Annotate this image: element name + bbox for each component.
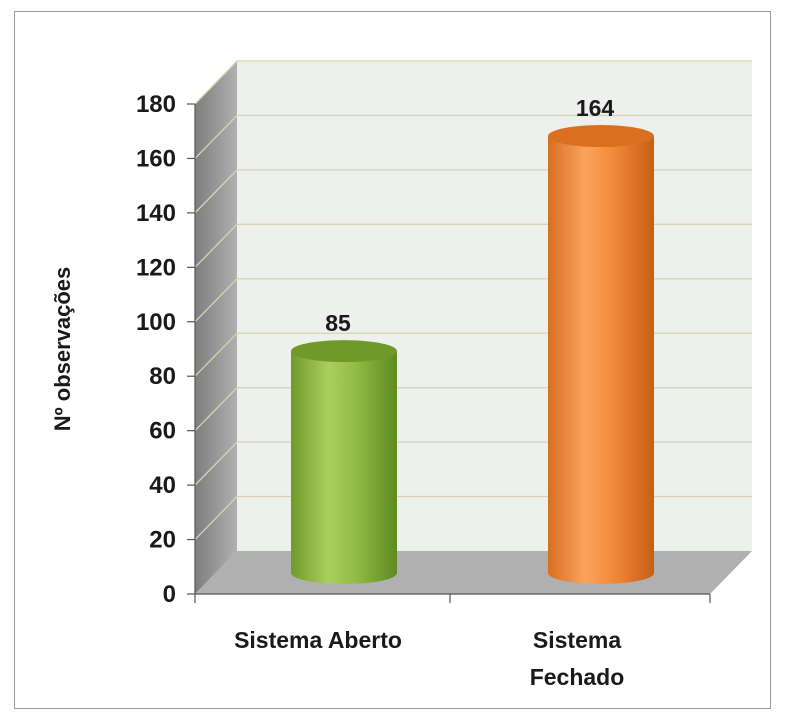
x-category-label: Sistema Aberto	[234, 627, 402, 653]
y-tick-label: 40	[149, 472, 176, 499]
gridline	[194, 60, 752, 105]
data-label: 85	[325, 310, 351, 336]
bar-top	[291, 340, 397, 363]
bar-body	[291, 351, 397, 584]
bar-top	[548, 125, 654, 148]
floor	[195, 551, 752, 594]
bar-body	[548, 136, 654, 585]
y-tick-label: 0	[163, 581, 176, 608]
data-label: 164	[576, 95, 615, 121]
y-tick-label: 100	[136, 309, 176, 336]
bar-2	[548, 125, 654, 585]
y-tick-label: 60	[149, 418, 176, 445]
y-tick-label: 120	[136, 254, 176, 281]
y-tick-label: 80	[149, 363, 176, 390]
y-tick-label: 140	[136, 200, 176, 227]
gridline	[194, 114, 752, 159]
y-axis-title: Nº observações	[50, 267, 75, 432]
bar-1	[291, 340, 397, 584]
x-category-label: Sistema Fechado	[530, 627, 625, 690]
y-tick-label: 180	[136, 91, 176, 118]
y-tick-label: 160	[136, 145, 176, 172]
side-wall	[195, 61, 237, 594]
y-tick-label: 20	[149, 527, 176, 554]
